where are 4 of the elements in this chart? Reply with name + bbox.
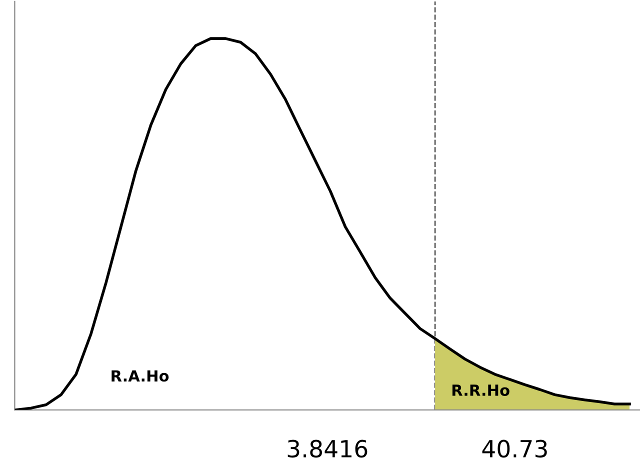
text: 3.8416 xyxy=(288,440,368,458)
annotation: R.R.Ho xyxy=(452,384,510,396)
text: 40.73 xyxy=(482,440,547,458)
annotation: R.A.Ho xyxy=(112,370,169,382)
